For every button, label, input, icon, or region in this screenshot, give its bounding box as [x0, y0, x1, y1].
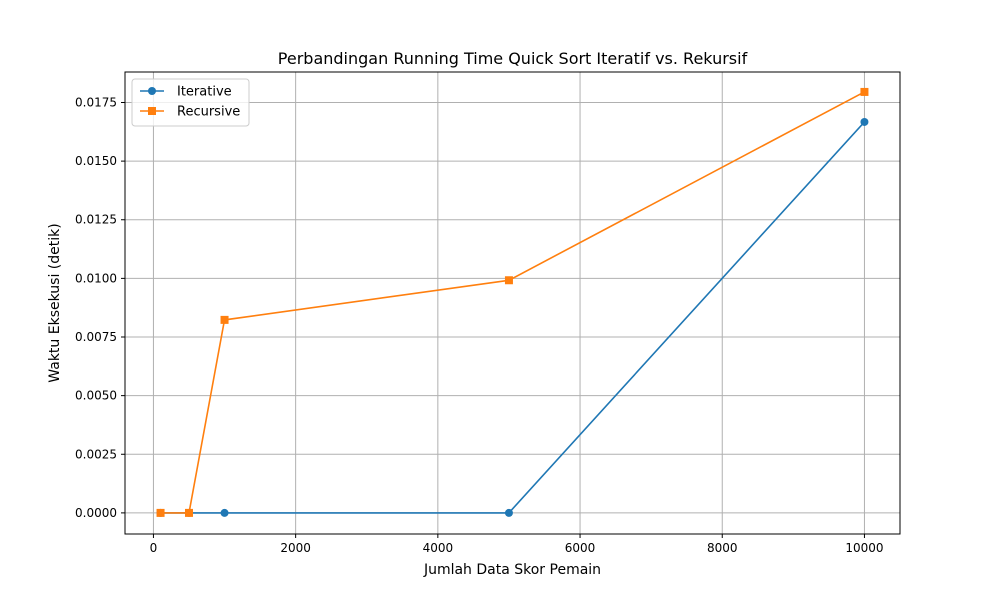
- y-tick-label: 0.0175: [75, 95, 117, 109]
- y-tick-label: 0.0100: [75, 271, 117, 285]
- legend-recursive-label: Recursive: [177, 105, 240, 120]
- legend: Iterative Recursive: [131, 78, 250, 127]
- legend-iterative-label: Iterative: [177, 85, 232, 100]
- y-tick-label: 0.0075: [75, 330, 117, 344]
- recursive-data-point: [860, 87, 869, 96]
- y-tick-label: 0.0050: [75, 389, 117, 403]
- recursive-data-point: [184, 508, 193, 517]
- x-tick-label: 4000: [423, 541, 454, 555]
- iterative-data-point: [860, 117, 869, 126]
- plot-area-background: [125, 72, 900, 534]
- plot-frame: [124, 71, 901, 535]
- chart-title: Perbandingan Running Time Quick Sort Ite…: [278, 49, 748, 68]
- legend-recursive-marker: [148, 107, 156, 115]
- x-tick-label: 0: [150, 541, 158, 555]
- series-group: [156, 87, 869, 517]
- x-tick-label: 6000: [565, 541, 596, 555]
- legend-items: Iterative Recursive: [140, 85, 240, 120]
- iterative-data-point: [504, 508, 513, 517]
- y-axis-label: Waktu Eksekusi (detik): [47, 223, 63, 382]
- x-tick-label: 2000: [280, 541, 311, 555]
- recursive-data-point: [220, 315, 229, 324]
- recursive-data-point: [156, 508, 165, 517]
- x-tick-label: 10000: [845, 541, 883, 555]
- axis-ticks: 0 2000 4000 6000 8000 10000 0.0000 0.0025 0.0050…: [75, 95, 884, 555]
- x-axis-label: Jumlah Data Skor Pemain: [423, 562, 601, 578]
- y-tick-label: 0.0150: [75, 154, 117, 168]
- legend-iterative-marker: [148, 87, 156, 95]
- recursive-data-point: [504, 276, 513, 285]
- x-tick-label: 8000: [707, 541, 738, 555]
- y-tick-label: 0.0025: [75, 447, 117, 461]
- y-tick-label: 0.0125: [75, 213, 117, 227]
- y-tick-label: 0.0000: [75, 506, 117, 520]
- iterative-data-point: [220, 508, 229, 517]
